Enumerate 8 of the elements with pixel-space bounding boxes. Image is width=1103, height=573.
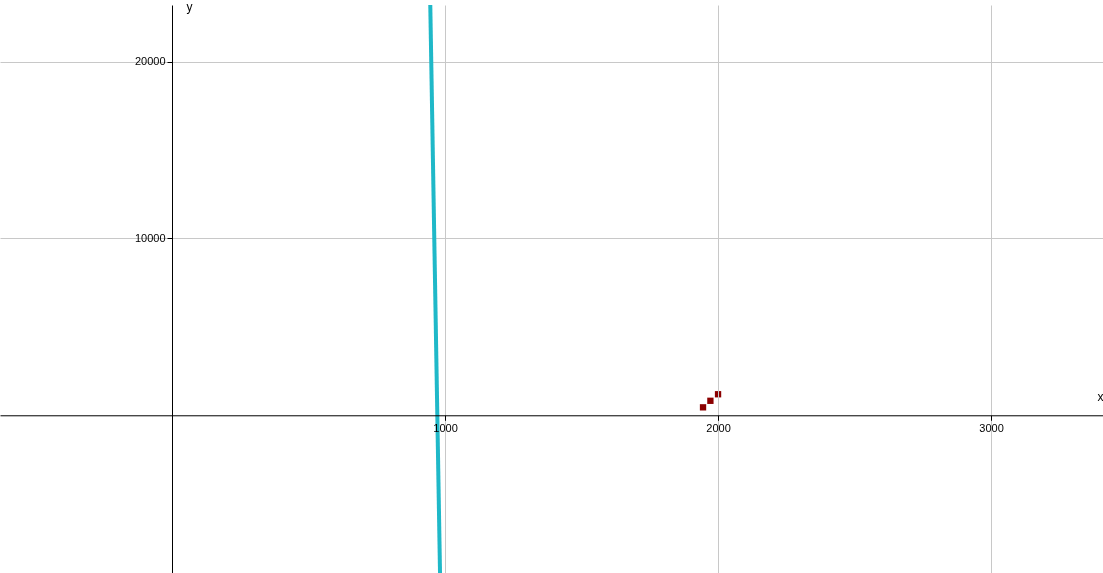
point: [707, 397, 714, 404]
point: [699, 404, 707, 411]
y-axis-title: y: [186, 0, 193, 14]
x-tick-label: 2000: [706, 421, 731, 434]
x-tick-label: 3000: [979, 421, 1004, 434]
y-tick-label: 20000: [134, 55, 166, 68]
y-tick-label: 10000: [134, 231, 166, 244]
x-axis-title: x: [1097, 389, 1103, 404]
